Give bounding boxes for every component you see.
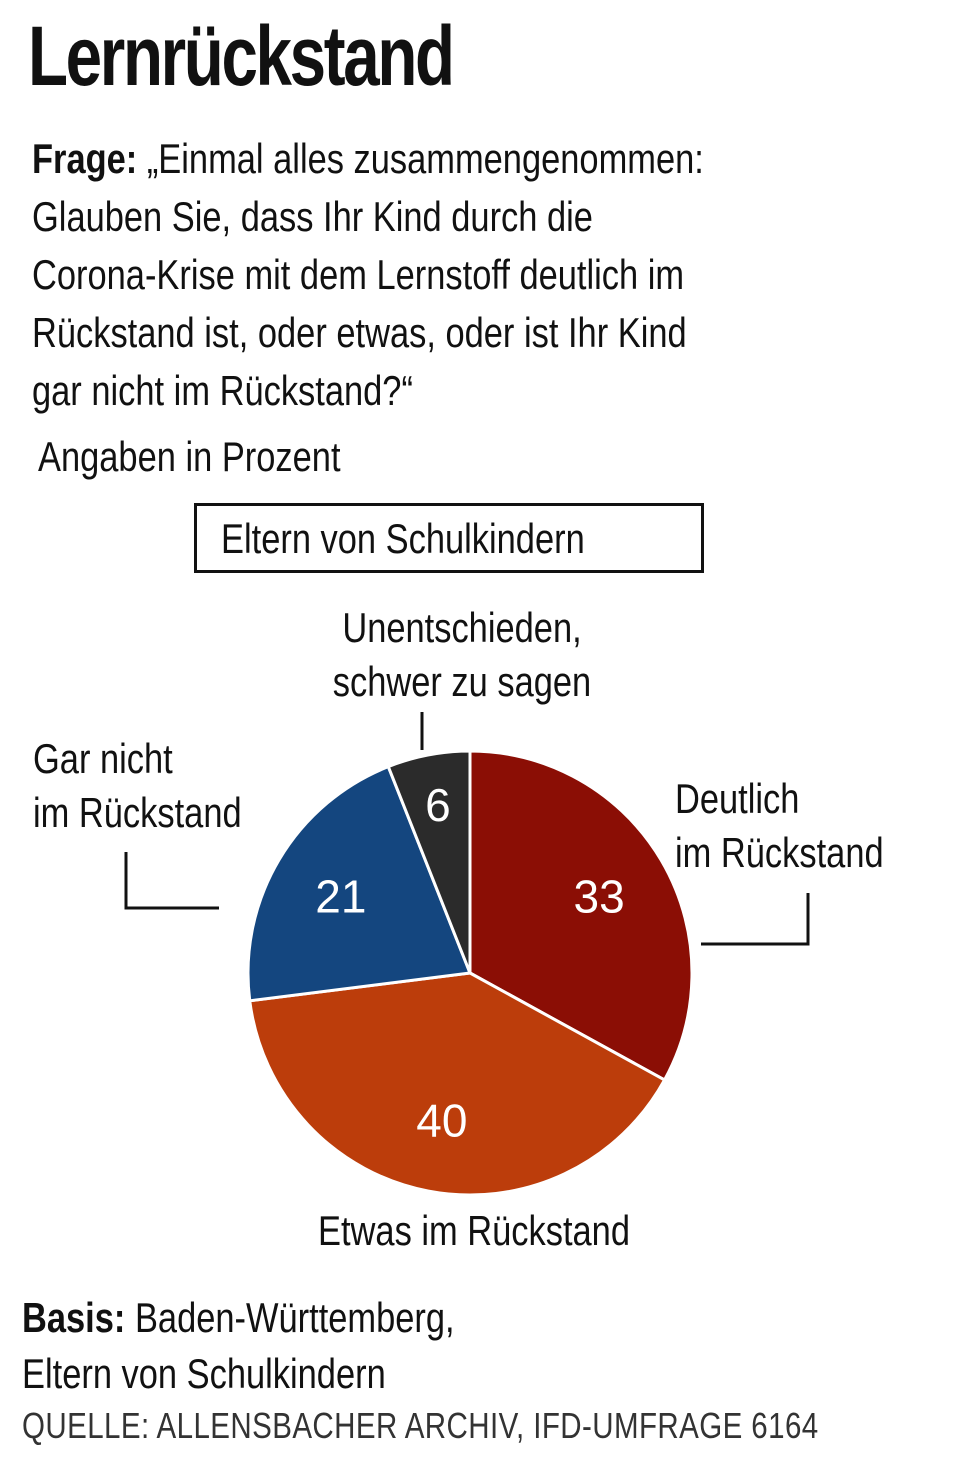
group-box-label: Eltern von Schulkindern xyxy=(221,515,585,562)
question-label: Frage: xyxy=(32,135,138,182)
pie-slice-unentschieden xyxy=(386,749,472,975)
slice-label-etwas-line-1: Etwas im Rückstand xyxy=(318,1207,630,1254)
question-line-3: Corona-Krise mit dem Lernstoff deutlich … xyxy=(32,251,685,298)
slice-value-labels: 33 40 21 6 xyxy=(315,779,624,1146)
unit-note: Angaben in Prozent xyxy=(38,433,341,480)
question-text-1: „Einmal alles zusammengenommen: xyxy=(146,135,704,182)
pie-slice-deutlich xyxy=(468,749,694,1082)
basis-text-1: Baden-Württemberg, xyxy=(134,1294,455,1341)
chart-title: Lernrückstand xyxy=(28,9,455,103)
slice-label-deutlich-line-1: Deutlich xyxy=(675,775,800,822)
slice-label-unentschieden-line-1: Unentschieden, xyxy=(342,604,582,651)
slice-label-gar-nicht-line-1: Gar nicht xyxy=(33,735,173,782)
question-line-1: Frage: „Einmal alles zusammengenommen: xyxy=(32,130,934,188)
basis-label: Basis: xyxy=(22,1294,126,1341)
survey-question: Frage: „Einmal alles zusammengenommen: G… xyxy=(32,130,934,420)
group-box: Eltern von Schulkindern xyxy=(194,503,704,573)
slice-label-unentschieden-line-2: schwer zu sagen xyxy=(332,658,592,705)
question-line-4: Rückstand ist, oder etwas, oder ist Ihr … xyxy=(32,309,687,356)
source-note: QUELLE: ALLENSBACHER ARCHIV, IFD-UMFRAGE… xyxy=(22,1405,819,1446)
leader-lines xyxy=(124,712,810,946)
slice-label-etwas: Etwas im Rückstand xyxy=(310,1204,638,1258)
slice-value-unentschieden: 6 xyxy=(425,779,451,831)
slice-label-gar-nicht-line-2: im Rückstand xyxy=(33,789,242,836)
slice-value-etwas-im-r-ckstand: 40 xyxy=(416,1094,467,1146)
basis-line-1: Basis: Baden-Württemberg, xyxy=(22,1290,455,1346)
slice-value-deutlich: 33 xyxy=(574,871,625,923)
pie-slice-gar-nicht xyxy=(246,765,472,1003)
slice-label-unentschieden: Unentschieden, schwer zu sagen xyxy=(298,601,626,709)
basis-note: Basis: Baden-Württemberg, Eltern von Sch… xyxy=(22,1290,455,1402)
slice-value-gar-nicht: 21 xyxy=(315,871,366,923)
pie-slice-etwas-im-r-ckstand xyxy=(248,971,667,1197)
slice-label-deutlich-line-2: im Rückstand xyxy=(675,829,884,876)
slice-label-deutlich: Deutlich im Rückstand xyxy=(675,772,884,880)
basis-line-2: Eltern von Schulkindern xyxy=(22,1350,386,1397)
question-line-2: Glauben Sie, dass Ihr Kind durch die xyxy=(32,193,593,240)
slice-label-gar-nicht: Gar nicht im Rückstand xyxy=(33,732,242,840)
question-line-5: gar nicht im Rückstand?“ xyxy=(32,367,413,414)
leader-line-gar-nicht xyxy=(124,852,219,910)
leader-line-deutlich xyxy=(701,893,810,946)
pie-slices xyxy=(246,749,694,1197)
